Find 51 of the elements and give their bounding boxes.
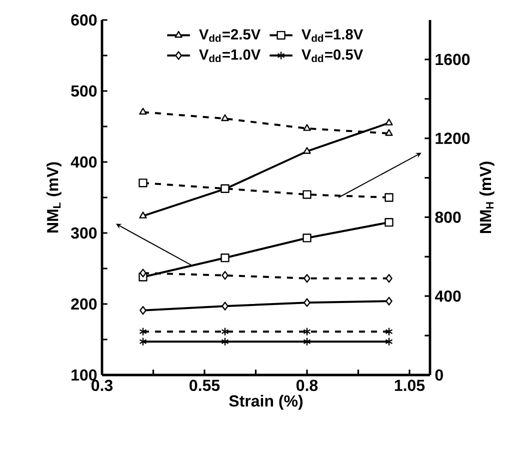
- y-tick-label: 200: [71, 298, 97, 310]
- point: [385, 327, 393, 336]
- point: [302, 190, 312, 199]
- point: [386, 296, 392, 306]
- y-tick-label: 300: [70, 227, 97, 239]
- x-axis-title: Strain (%): [229, 394, 303, 410]
- x-tick-label: 0.8: [296, 380, 318, 392]
- point: [140, 306, 146, 315]
- y-tick-label: 500: [71, 85, 97, 97]
- point: [384, 218, 394, 227]
- point: [138, 178, 148, 188]
- point: [140, 268, 146, 278]
- point: [303, 327, 311, 336]
- point: [220, 254, 230, 262]
- point: [221, 327, 229, 336]
- point: [385, 337, 393, 346]
- point: [139, 212, 147, 218]
- x-tick-label: 1.05: [394, 380, 425, 392]
- point: [384, 193, 394, 202]
- point: [385, 129, 393, 136]
- point: [385, 118, 393, 126]
- legend-label: V$_{dd}$=1.8V: [302, 29, 364, 42]
- point: [222, 302, 228, 310]
- y-tick-label: 600: [71, 14, 97, 26]
- point: [386, 274, 392, 283]
- legend-label: V$_{dd}$=0.5V: [302, 49, 364, 62]
- point: [303, 124, 311, 131]
- y2-tick-label: 800: [435, 212, 461, 223]
- point: [222, 271, 228, 280]
- point: [302, 234, 312, 242]
- point: [304, 298, 310, 307]
- y-tick-label: 400: [70, 156, 97, 168]
- y2-tick-label: 0: [435, 369, 443, 381]
- y2-tick-label: 400: [434, 290, 461, 302]
- point: [221, 337, 229, 346]
- y2-axis-title: NM$_{H}$ (mV): [479, 162, 494, 234]
- point: [303, 147, 311, 154]
- point: [139, 108, 147, 115]
- point: [303, 337, 311, 346]
- x-tick-label: 0.55: [190, 380, 220, 392]
- x-tick-label: 0.3: [92, 380, 113, 392]
- y2-tick-label: 1200: [436, 132, 470, 144]
- point: [139, 337, 147, 346]
- legend-label: V$_{dd}$=1.0V: [199, 49, 261, 62]
- point: [221, 114, 229, 122]
- y-axis-title: NM$_{L}$ (mV): [46, 162, 62, 232]
- legend-label: V$_{dd}$=2.5V: [199, 29, 261, 42]
- y2-tick-label: 1600: [436, 54, 470, 66]
- point: [139, 327, 147, 336]
- point: [304, 274, 310, 283]
- y-tick-label: 100: [72, 369, 97, 381]
